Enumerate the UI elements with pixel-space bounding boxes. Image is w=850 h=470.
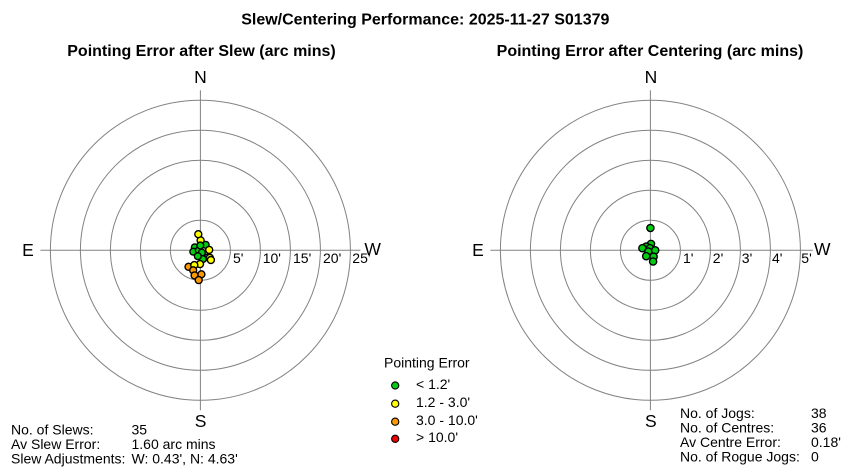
svg-text:5': 5' (801, 250, 811, 266)
svg-text:No. of Slews:: No. of Slews: (11, 422, 93, 438)
svg-text:Slew/Centering Performance: 20: Slew/Centering Performance: 2025-11-27 S… (241, 12, 609, 29)
svg-text:25': 25' (352, 250, 370, 266)
svg-text:W: W (364, 239, 381, 259)
svg-text:2': 2' (713, 250, 723, 266)
svg-text:E: E (472, 240, 484, 260)
svg-text:0.18': 0.18' (811, 434, 841, 450)
svg-text:3': 3' (742, 250, 752, 266)
svg-text:1': 1' (683, 250, 693, 266)
svg-text:S: S (645, 411, 657, 431)
svg-text:No. of Rogue Jogs:: No. of Rogue Jogs: (680, 449, 800, 465)
svg-text:S: S (195, 411, 207, 431)
svg-text:1.2 - 3.0': 1.2 - 3.0' (416, 394, 470, 410)
svg-text:38: 38 (811, 405, 827, 421)
svg-text:36: 36 (811, 419, 827, 435)
svg-text:0: 0 (811, 449, 819, 465)
svg-text:W: 0.43', N: 4.63': W: 0.43', N: 4.63' (132, 451, 238, 467)
svg-text:W: W (814, 239, 831, 259)
svg-text:20': 20' (323, 250, 341, 266)
svg-text:E: E (22, 240, 34, 260)
svg-text:5': 5' (233, 250, 243, 266)
svg-text:N: N (194, 67, 207, 87)
svg-text:4': 4' (772, 250, 782, 266)
svg-text:35: 35 (132, 422, 148, 438)
svg-text:Slew Adjustments:: Slew Adjustments: (11, 451, 125, 467)
svg-text:Pointing Error after Slew (arc: Pointing Error after Slew (arc mins) (67, 43, 336, 60)
svg-text:N: N (645, 67, 658, 87)
svg-text:Av Slew Error:: Av Slew Error: (11, 436, 100, 452)
svg-text:> 10.0': > 10.0' (416, 429, 458, 445)
svg-text:No. of Jogs:: No. of Jogs: (680, 405, 755, 421)
svg-text:3.0 - 10.0': 3.0 - 10.0' (416, 412, 478, 428)
svg-text:< 1.2': < 1.2' (416, 376, 450, 392)
svg-text:Pointing Error after Centering: Pointing Error after Centering (arc mins… (497, 43, 804, 60)
svg-text:Av Centre Error:: Av Centre Error: (680, 434, 781, 450)
svg-text:1.60 arc mins: 1.60 arc mins (132, 436, 216, 452)
svg-text:Pointing Error: Pointing Error (384, 355, 470, 371)
svg-text:10': 10' (263, 250, 281, 266)
svg-text:No. of Centres:: No. of Centres: (680, 419, 774, 435)
svg-text:15': 15' (293, 250, 311, 266)
